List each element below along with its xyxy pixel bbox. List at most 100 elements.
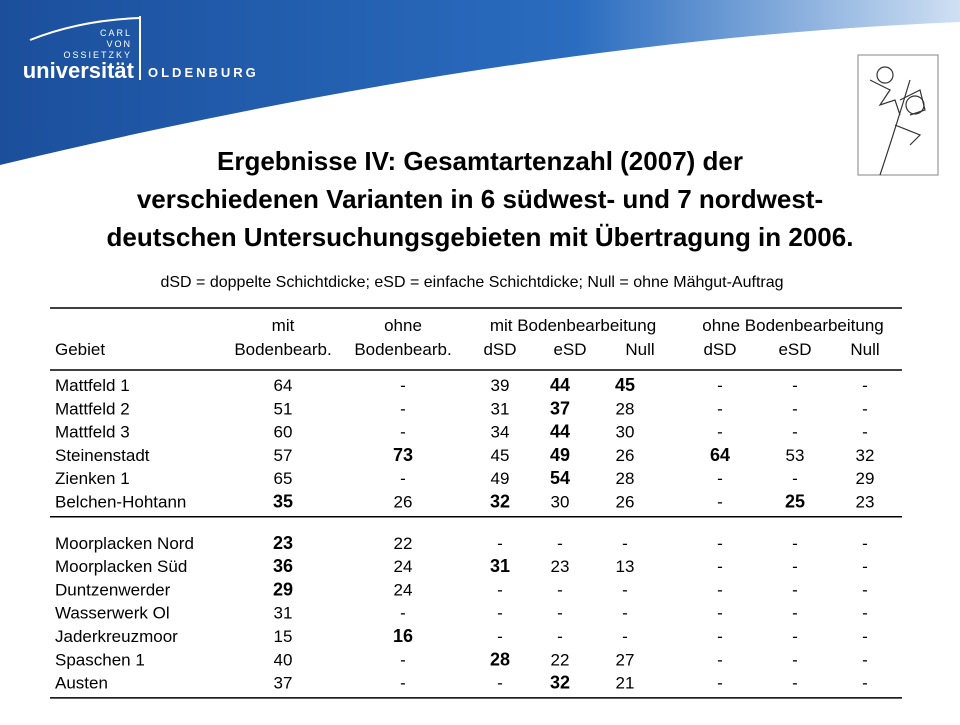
logo-arc bbox=[29, 17, 141, 41]
value-cell: 16 bbox=[393, 626, 413, 646]
value-cell: - bbox=[792, 674, 798, 693]
value-cell: - bbox=[792, 534, 798, 553]
value-cell: 22 bbox=[394, 534, 413, 553]
value-cell: - bbox=[400, 604, 406, 623]
value-cell: 37 bbox=[550, 398, 570, 418]
value-cell: - bbox=[400, 376, 406, 395]
header-cell: Bodenbearb. bbox=[354, 340, 451, 359]
value-cell: - bbox=[717, 399, 723, 418]
value-cell: 24 bbox=[394, 557, 413, 576]
header-cell: Null bbox=[625, 340, 654, 359]
value-cell: - bbox=[862, 376, 868, 395]
value-cell: - bbox=[717, 469, 723, 488]
value-cell: 26 bbox=[394, 493, 413, 512]
value-cell: - bbox=[557, 627, 563, 646]
value-cell: 26 bbox=[616, 446, 635, 465]
value-cell: - bbox=[862, 674, 868, 693]
value-cell: 29 bbox=[856, 469, 875, 488]
value-cell: 28 bbox=[490, 649, 510, 669]
value-cell: - bbox=[557, 534, 563, 553]
value-cell: - bbox=[717, 493, 723, 512]
header-cell: Gebiet bbox=[55, 340, 105, 359]
row-label: Mattfeld 1 bbox=[55, 376, 130, 395]
value-cell: 64 bbox=[710, 445, 730, 465]
value-cell: 29 bbox=[273, 579, 293, 599]
title-line: deutschen Untersuchungsgebieten mit Über… bbox=[107, 222, 854, 252]
value-cell: - bbox=[497, 627, 503, 646]
plant-illustration bbox=[857, 54, 939, 176]
header-swoosh bbox=[0, 0, 960, 165]
row-label: Moorplacken Süd bbox=[55, 557, 187, 576]
header-top: mit Bodenbearbeitung bbox=[490, 316, 656, 335]
value-cell: - bbox=[400, 674, 406, 693]
row-label: Wasserwerk Ol bbox=[55, 604, 170, 623]
value-cell: 32 bbox=[490, 492, 510, 512]
header-cell: eSD bbox=[553, 340, 586, 359]
value-cell: 23 bbox=[551, 557, 570, 576]
value-cell: 51 bbox=[274, 399, 293, 418]
row-label: Moorplacken Nord bbox=[55, 534, 194, 553]
value-cell: - bbox=[622, 604, 628, 623]
value-cell: 54 bbox=[550, 468, 570, 488]
value-cell: 27 bbox=[616, 650, 635, 669]
header-top: ohne bbox=[384, 316, 422, 335]
value-cell: 28 bbox=[616, 399, 635, 418]
value-cell: - bbox=[792, 399, 798, 418]
value-cell: - bbox=[497, 534, 503, 553]
value-cell: - bbox=[497, 674, 503, 693]
value-cell: 49 bbox=[491, 469, 510, 488]
value-cell: 53 bbox=[786, 446, 805, 465]
row-label: Austen bbox=[55, 674, 108, 693]
value-cell: - bbox=[717, 674, 723, 693]
value-cell: - bbox=[400, 469, 406, 488]
value-cell: - bbox=[717, 604, 723, 623]
value-cell: - bbox=[792, 650, 798, 669]
logo-small: OSSIETZKY bbox=[63, 50, 132, 60]
value-cell: - bbox=[622, 627, 628, 646]
value-cell: 30 bbox=[551, 493, 570, 512]
value-cell: - bbox=[862, 604, 868, 623]
value-cell: 40 bbox=[274, 650, 293, 669]
header-cell: Bodenbearb. bbox=[234, 340, 331, 359]
value-cell: 24 bbox=[394, 580, 413, 599]
value-cell: 57 bbox=[274, 446, 293, 465]
subtitle: dSD = doppelte Schichtdicke; eSD = einfa… bbox=[160, 274, 783, 291]
header-cell: eSD bbox=[778, 340, 811, 359]
value-cell: - bbox=[622, 534, 628, 553]
value-cell: - bbox=[792, 580, 798, 599]
logo-main: universität bbox=[23, 58, 135, 83]
title-line: Ergebnisse IV: Gesamtartenzahl (2007) de… bbox=[217, 146, 743, 176]
value-cell: - bbox=[862, 650, 868, 669]
row-label: Spaschen 1 bbox=[55, 650, 145, 669]
logo-city: OLDENBURG bbox=[148, 65, 259, 80]
value-cell: 35 bbox=[273, 492, 293, 512]
value-cell: 13 bbox=[616, 557, 635, 576]
value-cell: - bbox=[792, 627, 798, 646]
value-cell: 21 bbox=[616, 674, 635, 693]
row-label: Zienken 1 bbox=[55, 469, 130, 488]
value-cell: 34 bbox=[491, 423, 510, 442]
value-cell: 31 bbox=[274, 604, 293, 623]
value-cell: 15 bbox=[274, 627, 293, 646]
value-cell: - bbox=[862, 534, 868, 553]
value-cell: - bbox=[717, 627, 723, 646]
value-cell: 30 bbox=[616, 423, 635, 442]
value-cell: - bbox=[862, 627, 868, 646]
value-cell: 60 bbox=[274, 423, 293, 442]
header-top: mit bbox=[272, 316, 295, 335]
value-cell: - bbox=[497, 604, 503, 623]
value-cell: - bbox=[792, 469, 798, 488]
value-cell: 36 bbox=[273, 556, 293, 576]
value-cell: - bbox=[792, 423, 798, 442]
value-cell: 44 bbox=[550, 422, 570, 442]
value-cell: - bbox=[400, 650, 406, 669]
value-cell: 45 bbox=[491, 446, 510, 465]
row-label: Jaderkreuzmoor bbox=[55, 627, 178, 646]
row-label: Belchen-Hohtann bbox=[55, 493, 186, 512]
value-cell: - bbox=[717, 650, 723, 669]
value-cell: 25 bbox=[785, 492, 805, 512]
value-cell: - bbox=[862, 557, 868, 576]
logo-small: VON bbox=[106, 39, 132, 49]
value-cell: 31 bbox=[491, 399, 510, 418]
